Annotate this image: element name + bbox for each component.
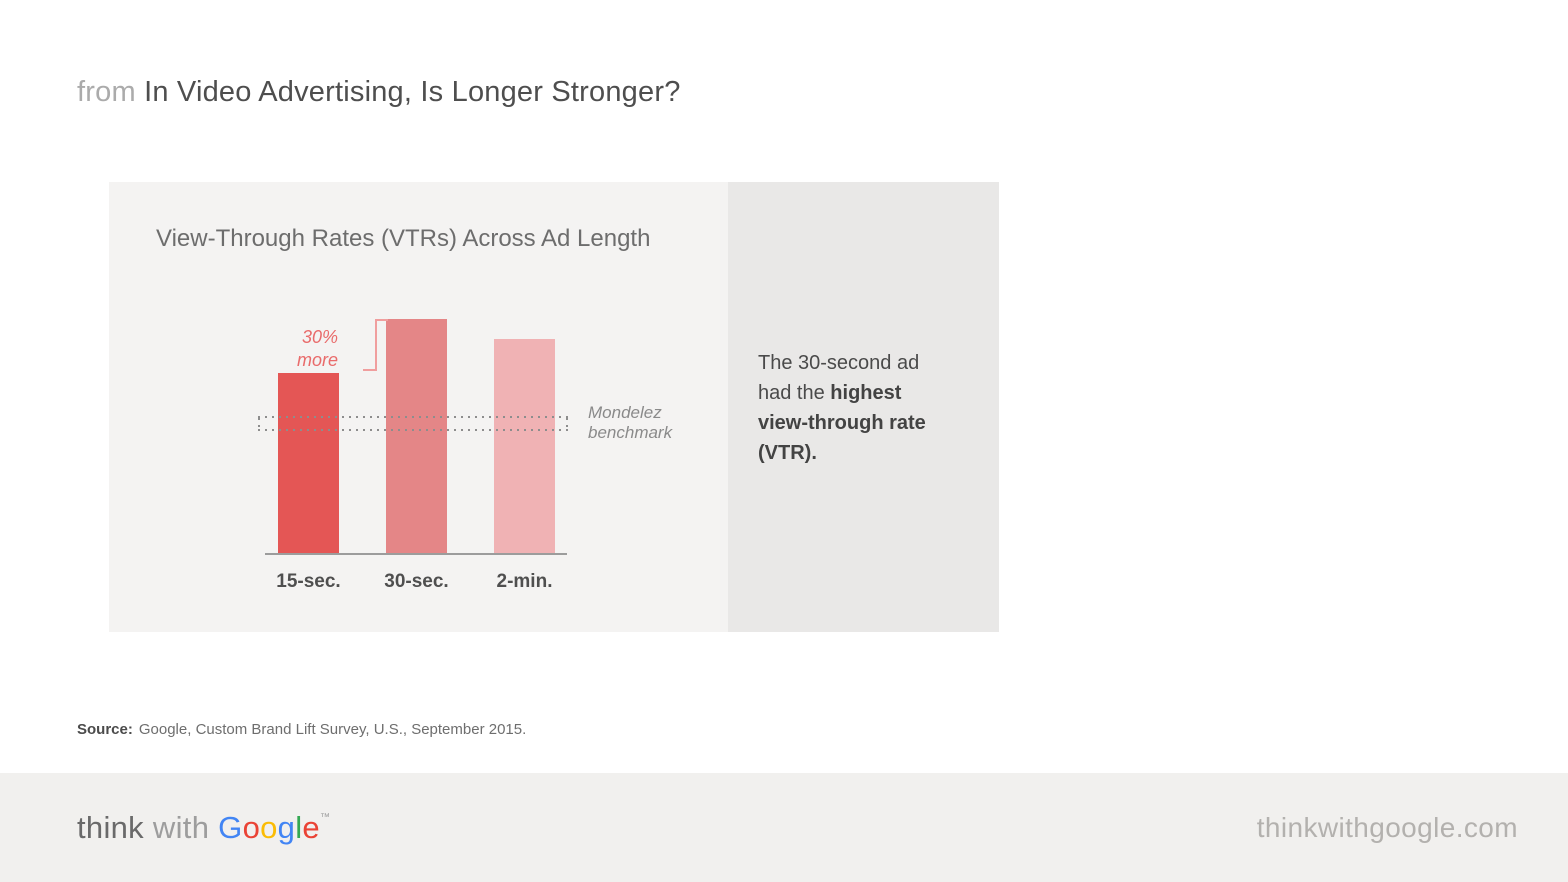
- chart-title: View-Through Rates (VTRs) Across Ad Leng…: [156, 225, 651, 252]
- google-letter: g: [277, 809, 296, 845]
- callout-text-normal: The 30-second ad had the: [758, 352, 920, 404]
- google-wordmark: Google: [218, 810, 320, 845]
- page-title-main: In Video Advertising, Is Longer Stronger…: [144, 76, 681, 108]
- bar-2-min.: [494, 339, 555, 553]
- x-axis-line: [265, 553, 567, 555]
- site-url-link[interactable]: thinkwithgoogle.com: [1256, 811, 1518, 843]
- page-title-prefix: from: [77, 76, 136, 108]
- bar-30-sec.: [386, 319, 447, 553]
- benchmark-dotted-end-left: [258, 418, 260, 429]
- bracket-tick-bottom: [363, 369, 377, 371]
- google-letter: o: [260, 809, 278, 845]
- google-letter: e: [302, 809, 320, 845]
- google-letter: l: [295, 809, 303, 845]
- bar-label-2-min.: 2-min.: [496, 571, 553, 592]
- annotation-30pct-more: 30% more: [296, 327, 338, 370]
- logo-with: with: [152, 809, 210, 845]
- chart-panel: View-Through Rates (VTRs) Across Ad Leng…: [109, 182, 728, 632]
- bar-label-15-sec.: 15-sec.: [276, 571, 341, 592]
- bar-15-sec.: [278, 373, 339, 553]
- bracket-tick-top: [375, 319, 388, 321]
- callout-text-bold: highest view-through rate (VTR).: [758, 382, 926, 464]
- bracket-vertical: [375, 319, 377, 371]
- trademark-symbol: ™: [319, 811, 331, 823]
- benchmark-dotted-line-lower: [258, 429, 568, 431]
- source-text: Google, Custom Brand Lift Survey, U.S., …: [138, 721, 527, 738]
- figure: View-Through Rates (VTRs) Across Ad Leng…: [109, 182, 999, 632]
- logo-think: think: [77, 809, 144, 845]
- think-with-google-logo: think with Google™: [77, 810, 330, 846]
- source-line: Source: Google, Custom Brand Lift Survey,…: [77, 721, 526, 738]
- bar-label-30-sec.: 30-sec.: [384, 571, 449, 592]
- footer: think with Google™ thinkwithgoogle.com: [0, 773, 1568, 882]
- google-letter: G: [218, 809, 243, 845]
- bar-chart: 30% more Mondelez benchmark 15-sec. 30-se…: [109, 182, 728, 632]
- callout-text: The 30-second ad had the highest view-th…: [758, 348, 950, 468]
- source-label: Source:: [77, 721, 133, 738]
- benchmark-dotted-end-right: [566, 418, 568, 429]
- callout-panel: The 30-second ad had the highest view-th…: [728, 182, 999, 632]
- benchmark-dotted-line-upper: [258, 416, 568, 418]
- benchmark-label: Mondelez benchmark: [588, 403, 673, 442]
- page-title: from In Video Advertising, Is Longer Str…: [77, 76, 681, 109]
- google-letter: o: [242, 809, 261, 845]
